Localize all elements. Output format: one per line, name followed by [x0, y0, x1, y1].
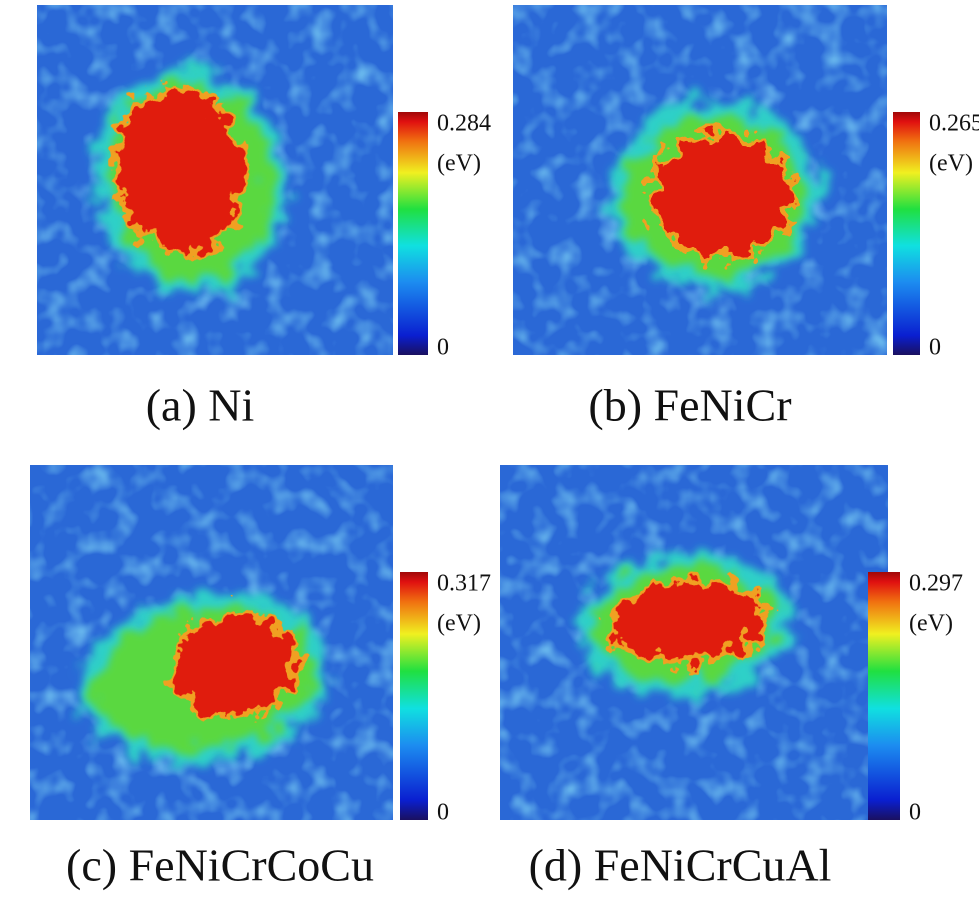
- core-red: [175, 616, 295, 714]
- heatmap: [37, 5, 393, 355]
- panel-caption: (d) FeNiCrCuAl: [529, 840, 832, 891]
- colorbar: [893, 112, 920, 355]
- colorbar-min-label: 0: [909, 800, 921, 826]
- core-red: [613, 583, 763, 661]
- colorbar-unit: (eV): [909, 611, 953, 637]
- panel: 0.284 (eV) 0 (a) Ni: [37, 5, 491, 431]
- colorbar-unit: (eV): [437, 151, 481, 177]
- colorbar-unit: (eV): [929, 151, 973, 177]
- colorbar-min-label: 0: [929, 335, 941, 361]
- panel-caption: (c) FeNiCrCoCu: [66, 840, 374, 891]
- panel-caption: (b) FeNiCr: [588, 380, 791, 431]
- core-red: [654, 135, 790, 255]
- colorbar-max-label: 0.284: [437, 111, 491, 137]
- heatmap: [513, 5, 887, 355]
- colorbar-min-label: 0: [437, 335, 449, 361]
- panel: 0.317 (eV) 0 (c) FeNiCrCoCu: [30, 465, 491, 891]
- colorbar: [398, 112, 428, 355]
- colorbar-unit: (eV): [437, 611, 481, 637]
- colorbar: [868, 572, 900, 820]
- colorbar-max-label: 0.265: [929, 111, 979, 137]
- colorbar: [400, 572, 428, 820]
- core-red: [117, 90, 243, 250]
- panel: 0.265 (eV) 0 (b) FeNiCr: [513, 5, 979, 431]
- heatmap: [500, 465, 888, 820]
- panel: 0.297 (eV) 0 (d) FeNiCrCuAl: [500, 465, 963, 891]
- panel-caption: (a) Ni: [146, 380, 255, 431]
- colorbar-max-label: 0.317: [437, 571, 491, 597]
- heatmap: [30, 465, 393, 820]
- colorbar-min-label: 0: [437, 800, 449, 826]
- colorbar-max-label: 0.297: [909, 571, 963, 597]
